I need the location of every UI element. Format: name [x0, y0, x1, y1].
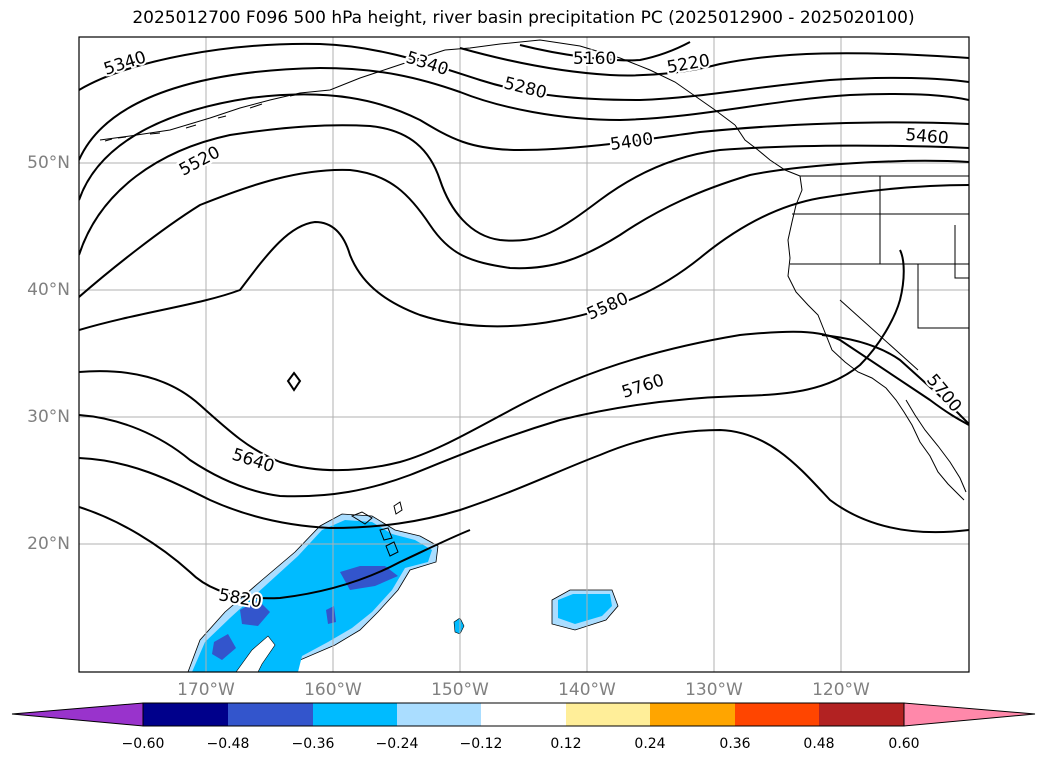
colorbar-outline — [142, 702, 905, 727]
precip-area-dark-1 — [340, 566, 398, 590]
lat-label-40n: 40°N — [27, 280, 70, 300]
map-title: 2025012700 F096 500 hPa height, river ba… — [132, 8, 915, 28]
colorbar-bin — [228, 703, 313, 726]
colorbar-tick-label: 0.12 — [550, 736, 582, 752]
contour-5460 — [79, 124, 969, 256]
us-west-coast — [787, 175, 965, 501]
colorbar-tick-label: −0.48 — [206, 736, 250, 752]
colorbar-tick-label: −0.24 — [375, 736, 419, 752]
contour-5220 — [459, 47, 969, 77]
colorbar-bin — [735, 703, 819, 726]
colorbar-tick-label: 0.60 — [888, 736, 920, 752]
colorbar-tick-label: −0.36 — [291, 736, 335, 752]
coastlines — [99, 39, 969, 557]
lat-label-20n: 20°N — [27, 534, 70, 554]
lon-label-140w: 140°W — [558, 680, 616, 700]
precip-area-dark-2 — [240, 600, 270, 626]
contour-5160 — [519, 41, 691, 62]
colorbar-tick-label: 0.36 — [719, 736, 751, 752]
colorbar — [11, 702, 1036, 727]
contour-5820 — [79, 506, 471, 600]
lat-label-50n: 50°N — [27, 153, 70, 173]
contour-label: 5160 — [573, 49, 616, 69]
colorbar-bin — [143, 703, 228, 726]
gridlines — [79, 37, 969, 672]
lon-label-160w: 160°W — [304, 680, 362, 700]
colorbar-bin — [819, 703, 904, 726]
contour-hawaii-closed — [821, 334, 969, 425]
lon-label-150w: 150°W — [431, 680, 489, 700]
contour-5580 — [79, 184, 969, 331]
baja-california — [905, 399, 967, 493]
hawaii-islands — [350, 501, 403, 557]
contour-5280 — [79, 42, 969, 102]
lat-label-30n: 30°N — [27, 407, 70, 427]
precip-area-dark-3 — [212, 634, 236, 660]
colorbar-bin — [313, 703, 397, 726]
contour-5700 — [79, 249, 905, 498]
lon-label-170w: 170°W — [177, 680, 235, 700]
colorbar-bin — [566, 703, 650, 726]
contour-5340 — [79, 66, 969, 161]
colorbar-bin — [650, 703, 735, 726]
height-contours — [79, 41, 969, 600]
colorbar-extend-high — [903, 702, 1036, 727]
precip-area-east-mid — [558, 594, 612, 624]
contour-small-diamond — [286, 371, 302, 392]
map-frame — [78, 36, 970, 673]
contour-5520 — [79, 159, 969, 298]
colorbar-bin — [397, 703, 481, 726]
aleutian-islands — [104, 93, 301, 142]
contour-5640 — [79, 330, 969, 472]
contour-5400 — [79, 93, 969, 201]
colorbar-bin — [481, 703, 566, 726]
contour-5760 — [79, 428, 969, 534]
alaska-gulf-coast — [444, 39, 736, 126]
lon-label-120w: 120°W — [812, 680, 870, 700]
precip-area-small — [453, 617, 465, 635]
colorbar-tick-label: 0.48 — [803, 736, 835, 752]
colorbar-tick-label: −0.12 — [459, 736, 503, 752]
map-background — [79, 37, 969, 672]
precip-shading — [187, 513, 619, 672]
alaska-peninsula-coast — [99, 49, 446, 141]
state-borders — [790, 176, 969, 371]
precip-area-mid — [192, 520, 432, 672]
colorbar-extend-low — [11, 702, 144, 727]
precip-gap-white — [235, 635, 276, 672]
lon-label-130w: 130°W — [685, 680, 743, 700]
bc-coast — [734, 124, 801, 177]
colorbar-tick-label: 0.24 — [634, 736, 666, 752]
colorbar-tick-label: −0.60 — [121, 736, 165, 752]
contour-label: 5460 — [905, 125, 950, 149]
